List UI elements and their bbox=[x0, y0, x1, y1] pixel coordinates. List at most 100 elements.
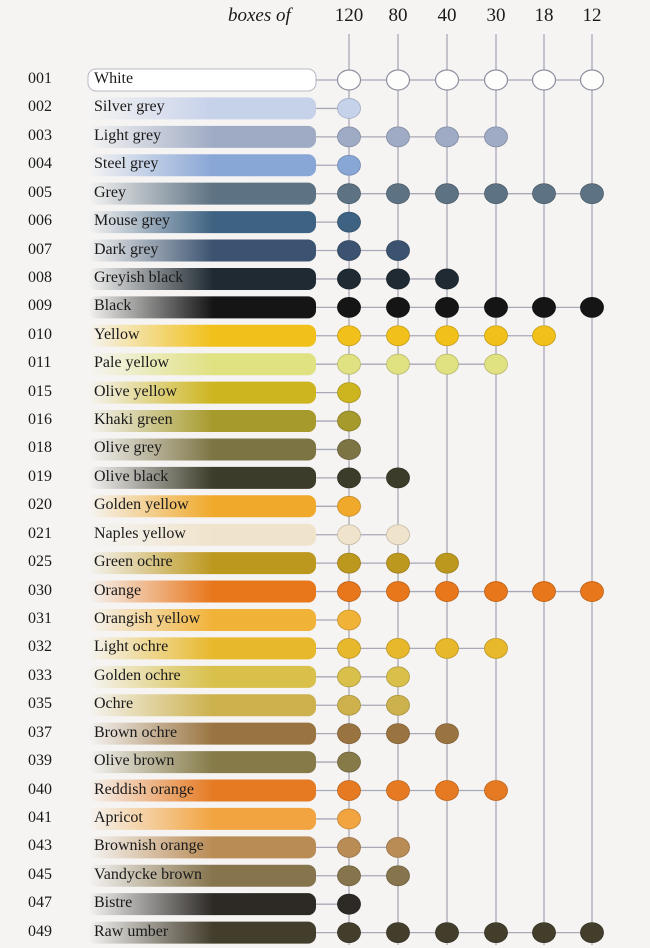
dot-004-120 bbox=[337, 154, 361, 176]
dot-003-80 bbox=[386, 126, 410, 148]
dot-006-120 bbox=[337, 211, 361, 233]
dot-005-80 bbox=[386, 183, 410, 205]
dot-010-40 bbox=[435, 325, 459, 347]
color-bar-030 bbox=[88, 580, 316, 603]
color-bar-005 bbox=[88, 182, 316, 205]
color-name: Olive black bbox=[94, 467, 169, 485]
color-name: Khaki green bbox=[94, 411, 173, 429]
color-code: 008 bbox=[28, 268, 52, 286]
color-code: 020 bbox=[28, 496, 52, 514]
column-header-40: 40 bbox=[437, 5, 457, 26]
dot-008-120 bbox=[337, 268, 361, 290]
color-code: 009 bbox=[28, 297, 52, 315]
color-bar-019 bbox=[88, 466, 316, 489]
color-bar-015 bbox=[88, 381, 316, 404]
color-name: Ochre bbox=[94, 695, 134, 713]
color-code: 043 bbox=[28, 837, 52, 855]
dot-018-120 bbox=[337, 439, 361, 460]
color-name: Bistre bbox=[94, 894, 133, 912]
availability-dots bbox=[336, 69, 605, 943]
dot-009-18 bbox=[532, 296, 556, 318]
dot-021-120 bbox=[337, 524, 361, 546]
dot-033-80 bbox=[386, 666, 410, 688]
color-name: Mouse grey bbox=[94, 212, 170, 230]
color-code: 011 bbox=[28, 354, 52, 372]
dot-019-80 bbox=[386, 467, 410, 489]
dot-032-30 bbox=[484, 638, 508, 659]
color-name: Raw umber bbox=[94, 922, 169, 940]
dot-011-80 bbox=[386, 353, 410, 375]
dot-047-120 bbox=[337, 893, 361, 915]
color-bar-033 bbox=[88, 665, 316, 688]
dot-037-80 bbox=[386, 723, 410, 745]
color-bar-008 bbox=[88, 267, 316, 290]
color-name: Olive brown bbox=[94, 752, 175, 770]
dot-030-12 bbox=[580, 581, 604, 602]
column-header-30: 30 bbox=[486, 5, 506, 26]
dot-005-120 bbox=[337, 183, 361, 205]
column-header-12: 12 bbox=[582, 5, 602, 26]
color-bar-010 bbox=[88, 324, 316, 347]
color-bar-020 bbox=[88, 495, 316, 518]
color-bar-011 bbox=[88, 353, 316, 376]
color-code: 006 bbox=[28, 212, 52, 230]
dot-035-80 bbox=[386, 694, 410, 716]
color-bar-006 bbox=[88, 211, 316, 234]
dot-002-120 bbox=[337, 98, 361, 119]
color-bar-025 bbox=[88, 552, 316, 575]
dot-007-120 bbox=[337, 240, 361, 261]
color-name: Brownish orange bbox=[94, 837, 204, 855]
dot-016-120 bbox=[337, 410, 361, 432]
dot-030-40 bbox=[435, 581, 459, 602]
color-code: 047 bbox=[28, 894, 52, 912]
dot-005-40 bbox=[435, 183, 459, 205]
dot-045-120 bbox=[337, 865, 361, 887]
color-name: Olive yellow bbox=[94, 382, 178, 400]
dot-049-40 bbox=[435, 922, 459, 943]
color-name: Vandycke brown bbox=[94, 865, 202, 883]
dot-009-80 bbox=[386, 296, 410, 318]
color-name: Green ochre bbox=[94, 553, 173, 571]
dot-030-120 bbox=[337, 581, 361, 602]
color-name: Apricot bbox=[94, 808, 143, 826]
color-bar-045 bbox=[88, 864, 316, 887]
dot-039-120 bbox=[337, 751, 361, 773]
color-name: Greyish black bbox=[94, 268, 184, 286]
color-bar-047 bbox=[88, 893, 316, 916]
color-bar-004 bbox=[88, 154, 316, 177]
dot-040-120 bbox=[337, 780, 361, 801]
color-name: Golden yellow bbox=[94, 496, 189, 514]
color-bar-031 bbox=[88, 608, 316, 631]
color-code: 040 bbox=[28, 780, 52, 798]
dot-040-30 bbox=[484, 780, 508, 801]
color-bar-002 bbox=[88, 97, 316, 120]
dot-001-18 bbox=[531, 69, 557, 91]
color-bar-037 bbox=[88, 722, 316, 745]
dot-032-80 bbox=[386, 638, 410, 659]
color-bar-043 bbox=[88, 836, 316, 859]
dot-011-40 bbox=[435, 353, 459, 375]
dot-020-120 bbox=[337, 495, 361, 517]
color-code: 033 bbox=[28, 666, 52, 684]
color-bars bbox=[87, 68, 317, 944]
color-bar-049 bbox=[88, 921, 316, 944]
dot-043-120 bbox=[337, 836, 361, 858]
dot-001-12 bbox=[579, 69, 605, 91]
dot-005-30 bbox=[484, 183, 508, 205]
color-bar-035 bbox=[88, 694, 316, 717]
color-name: Orange bbox=[94, 581, 142, 599]
color-name: Reddish orange bbox=[94, 780, 194, 798]
dot-049-18 bbox=[532, 922, 556, 943]
dot-040-80 bbox=[386, 780, 410, 801]
color-name: Olive grey bbox=[94, 439, 162, 457]
dot-010-30 bbox=[484, 325, 508, 347]
color-bar-018 bbox=[88, 438, 316, 461]
color-code: 018 bbox=[28, 439, 52, 457]
dot-035-120 bbox=[337, 694, 361, 716]
color-code: 045 bbox=[28, 865, 52, 883]
boxes-of-label: boxes of bbox=[228, 5, 291, 26]
color-bar-003 bbox=[88, 125, 316, 148]
column-lines bbox=[348, 34, 593, 945]
